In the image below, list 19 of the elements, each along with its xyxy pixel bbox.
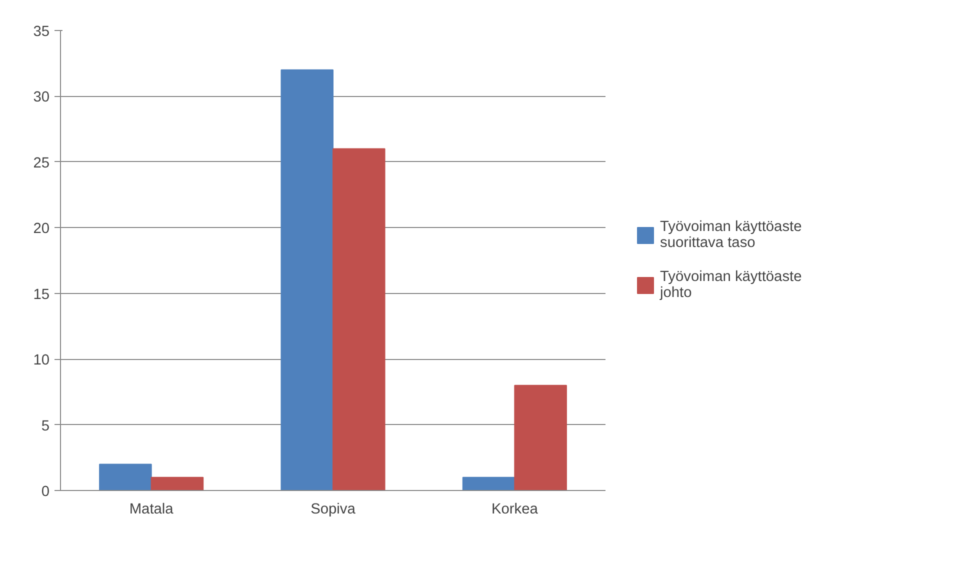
y-tick-label: 30	[33, 90, 50, 106]
x-tick-label: Korkea	[491, 502, 539, 518]
y-tick-label: 15	[33, 286, 50, 303]
bar	[332, 148, 386, 490]
y-tick-label: 5	[41, 418, 50, 434]
legend-label: Työvoiman käyttöaste johto	[660, 269, 802, 301]
y-tick-label: 25	[33, 155, 50, 172]
y-tick-label: 20	[33, 221, 50, 238]
bar	[150, 476, 204, 490]
y-tick-label: 0	[41, 484, 50, 500]
y-tick-label: 10	[33, 352, 50, 369]
legend-label: Työvoiman käyttöaste suorittava taso	[660, 219, 802, 251]
x-tick-label: Matala	[129, 502, 174, 518]
x-tick-label: Sopiva	[310, 502, 356, 518]
bar	[462, 476, 516, 490]
y-tick-label: 35	[33, 24, 50, 40]
bar	[514, 384, 567, 490]
bar	[99, 464, 152, 490]
bar	[280, 69, 334, 490]
